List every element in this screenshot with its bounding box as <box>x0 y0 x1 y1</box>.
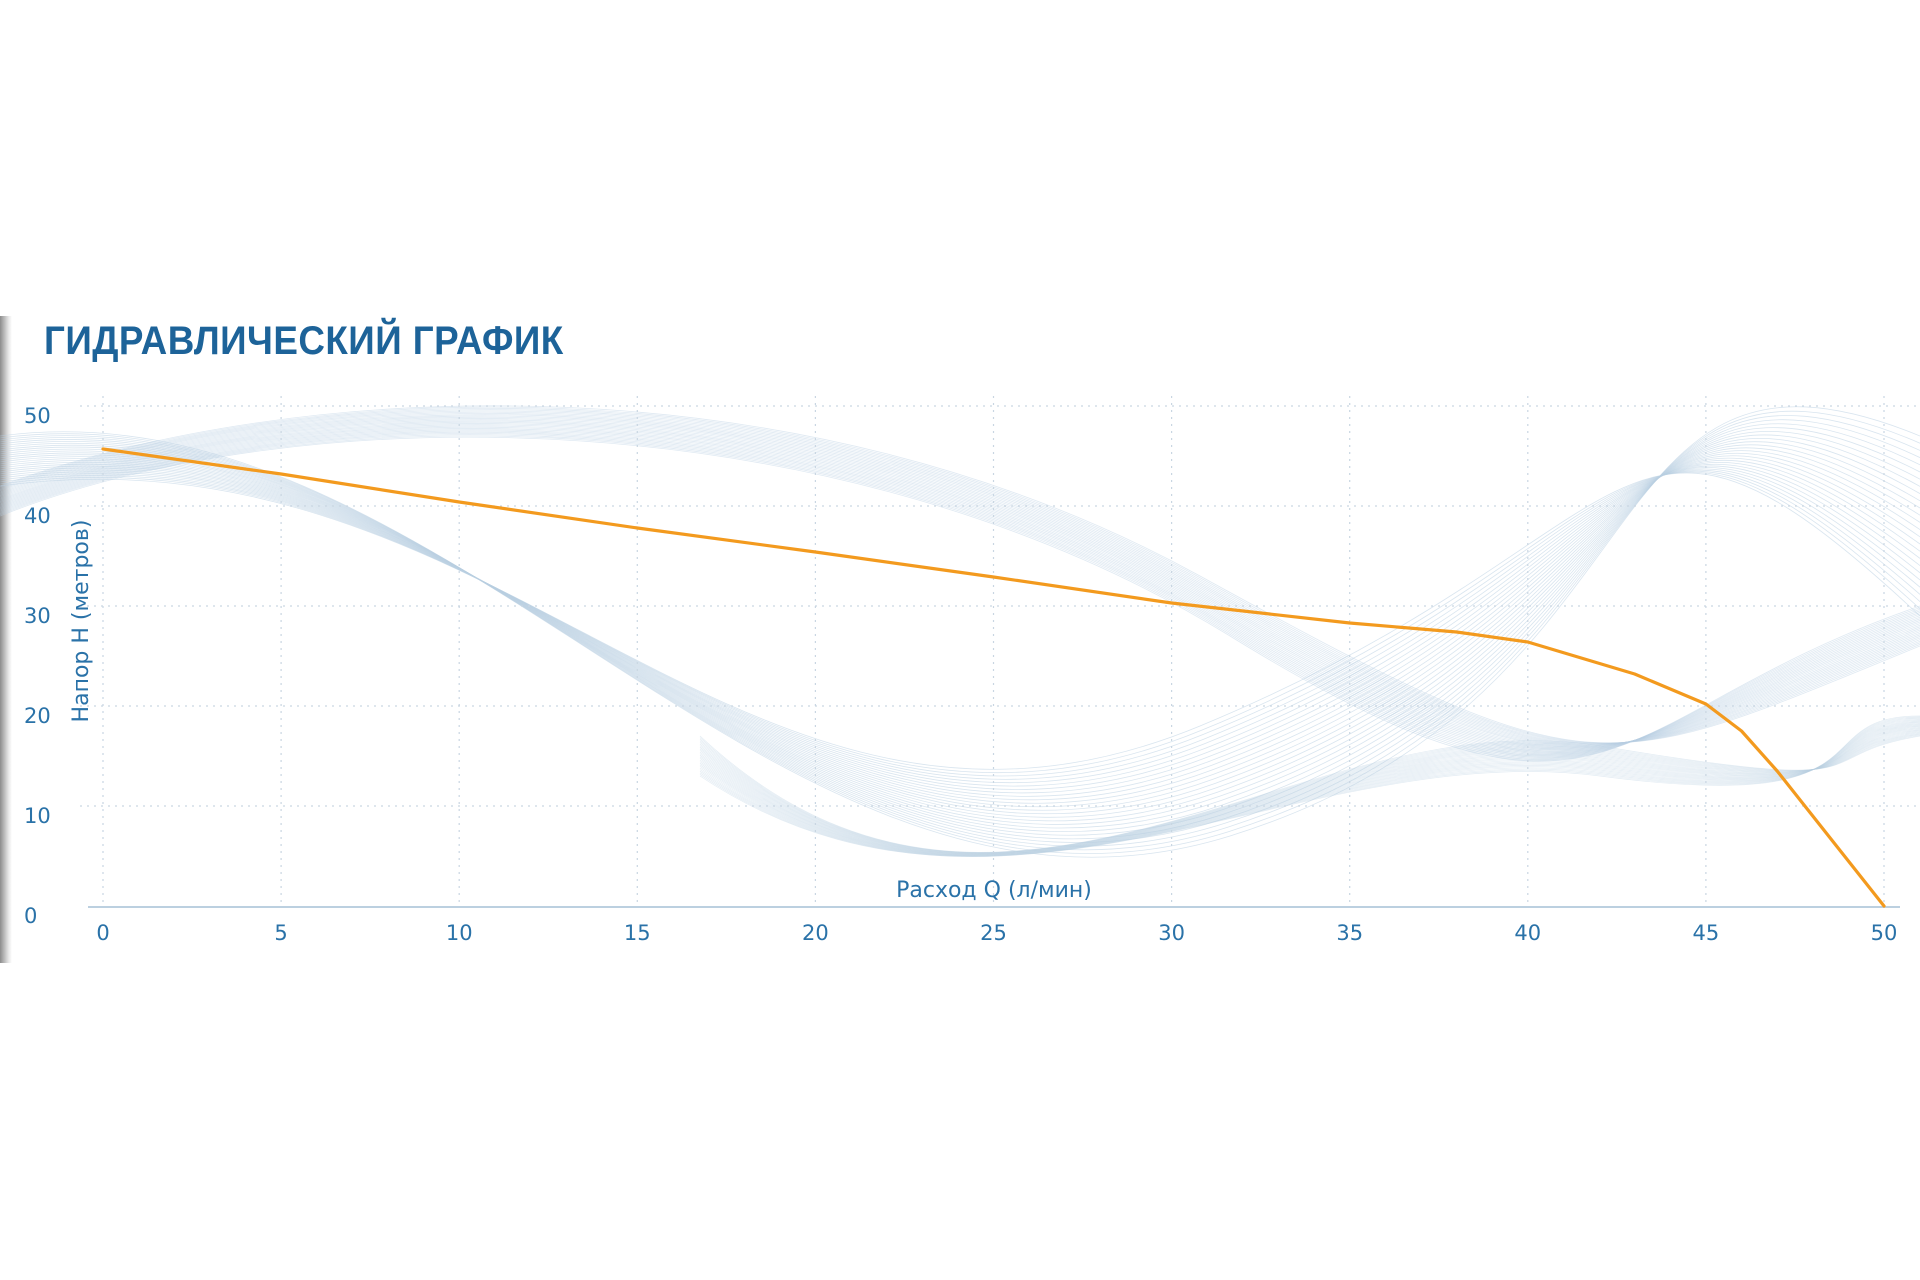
wave-line <box>699 729 1920 854</box>
wave-line <box>0 411 1920 745</box>
wave-line <box>0 436 1920 762</box>
wave-line <box>699 733 1920 854</box>
y-tick-label: 20 <box>24 704 51 728</box>
wave-line <box>0 429 1920 755</box>
wave-line <box>0 472 1920 770</box>
y-axis-label: Напор H (метров) <box>69 520 94 723</box>
wave-line <box>699 734 1920 853</box>
wave-line <box>699 715 1920 857</box>
wave-line <box>0 413 1920 746</box>
wave-line <box>0 423 1920 751</box>
chart-series <box>101 447 1886 908</box>
wave-line <box>699 735 1920 853</box>
wave-line <box>0 414 1920 746</box>
chart-svg: 0 5 10 15 20 25 30 35 40 45 50 0 10 20 30 40 50 Расход … <box>0 396 1920 945</box>
x-tick-label: 0 <box>96 921 109 945</box>
x-tick-label: 15 <box>624 921 651 945</box>
wave-line <box>699 731 1920 854</box>
wave-line <box>0 433 1920 758</box>
wave-line <box>699 730 1920 854</box>
wave-line <box>699 730 1920 854</box>
y-tick-label: 40 <box>24 504 51 528</box>
series-line-pump-curve <box>101 447 1886 908</box>
wave-line <box>0 428 1920 754</box>
chart-grid <box>80 396 1920 906</box>
wave-line <box>699 722 1920 856</box>
y-tick-labels: 0 10 20 30 40 50 <box>24 404 51 928</box>
wave-line <box>699 716 1920 857</box>
x-tick-label: 35 <box>1336 921 1363 945</box>
wave-line <box>0 407 1920 744</box>
chart-title: ГИДРАВЛИЧЕСКИЙ ГРАФИК <box>44 319 564 363</box>
wave-line <box>0 410 1920 745</box>
wave-line <box>699 728 1920 855</box>
wave-line <box>699 724 1920 855</box>
x-tick-label: 5 <box>274 921 287 945</box>
wave-line <box>699 726 1920 855</box>
wave-line <box>699 719 1920 857</box>
wave-line <box>699 732 1920 854</box>
hydraulic-chart-panel: 0 5 10 15 20 25 30 35 40 45 50 0 10 20 30 40 50 Расход … <box>0 316 1920 963</box>
x-axis-label: Расход Q (л/мин) <box>896 878 1092 903</box>
wave-line <box>0 425 1920 752</box>
wave-line <box>0 431 1920 757</box>
x-tick-label: 20 <box>802 921 829 945</box>
wave-line <box>0 461 1920 797</box>
wave-line <box>0 419 1920 748</box>
y-tick-label: 0 <box>24 904 37 928</box>
x-tick-label: 40 <box>1514 921 1541 945</box>
wave-line <box>0 426 1920 753</box>
wave-line <box>699 727 1920 855</box>
wave-line <box>0 405 1920 744</box>
wave-line <box>699 723 1920 856</box>
y-tick-label: 30 <box>24 604 51 628</box>
wave-line <box>0 421 1920 750</box>
wave-line <box>0 416 1920 747</box>
wave-line <box>699 721 1920 856</box>
x-tick-label: 50 <box>1871 921 1898 945</box>
x-tick-label: 10 <box>446 921 473 945</box>
wave-line <box>0 471 1920 777</box>
x-tick-labels: 0 5 10 15 20 25 30 35 40 45 50 <box>96 921 1897 945</box>
wave-line <box>0 406 1920 744</box>
wave-line <box>0 469 1920 780</box>
wave-line <box>0 409 1920 744</box>
wave-line <box>699 722 1920 856</box>
wave-line <box>0 420 1920 749</box>
wave-line <box>0 463 1920 794</box>
wave-line <box>0 460 1920 801</box>
wave-line <box>0 457 1920 804</box>
wave-line <box>699 717 1920 857</box>
wave-line <box>0 465 1920 790</box>
wave-line <box>699 718 1920 857</box>
x-tick-label: 30 <box>1158 921 1185 945</box>
wave-line <box>0 430 1920 756</box>
wave-line <box>0 415 1920 746</box>
x-tick-label: 25 <box>980 921 1007 945</box>
wave-line <box>0 471 1920 773</box>
wave-line <box>0 467 1920 787</box>
wave-line <box>0 424 1920 751</box>
y-tick-label: 10 <box>24 804 51 828</box>
wave-line <box>0 418 1920 748</box>
wave-line <box>0 434 1920 760</box>
wave-line <box>0 468 1920 784</box>
wave-line <box>699 726 1920 855</box>
wave-line <box>699 725 1920 855</box>
wave-line <box>699 720 1920 856</box>
decorative-wave-background <box>0 405 1920 858</box>
y-tick-label: 50 <box>24 404 51 428</box>
wave-line <box>0 435 1920 761</box>
x-tick-label: 45 <box>1693 921 1720 945</box>
wave-line <box>699 718 1920 857</box>
wave-line <box>699 734 1920 853</box>
